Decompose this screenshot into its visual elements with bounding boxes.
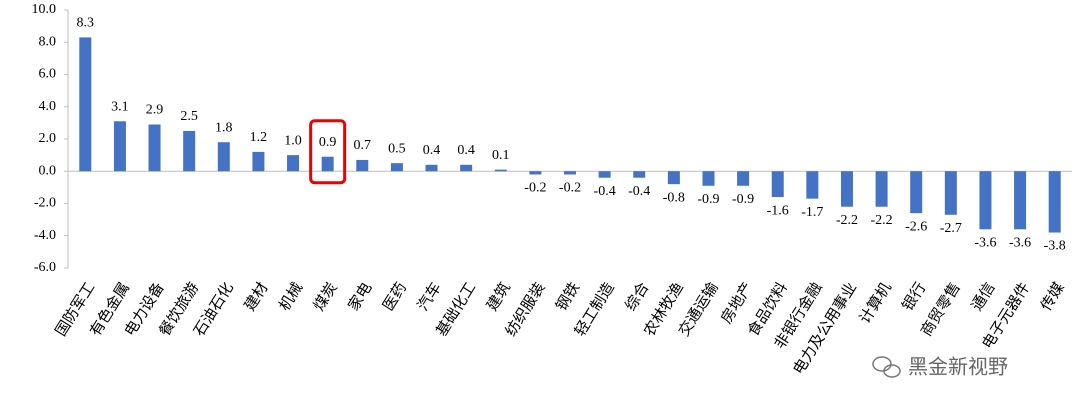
bar (390, 163, 403, 172)
value-label: -3.6 (1009, 236, 1031, 251)
bar (806, 171, 819, 199)
value-label: 1.2 (250, 130, 268, 145)
bar (494, 169, 507, 172)
watermark-icon (872, 356, 901, 378)
y-tick-label: 10.0 (32, 2, 57, 17)
value-label: -1.7 (801, 205, 823, 220)
y-tick-label: -4.0 (34, 228, 56, 243)
value-label: -0.4 (594, 184, 616, 199)
x-tick-label: 家电 (344, 279, 375, 314)
value-label: 1.0 (284, 133, 302, 148)
value-label: 3.1 (111, 99, 129, 114)
bar (356, 159, 369, 172)
bar (183, 130, 196, 172)
value-label: -0.4 (628, 184, 650, 199)
value-label: 8.3 (77, 16, 95, 31)
value-label: 0.5 (388, 141, 406, 156)
x-tick-label: 汽车 (414, 279, 445, 314)
y-tick-label: 8.0 (39, 34, 57, 49)
value-label: -1.6 (767, 203, 789, 218)
value-label: 0.4 (457, 143, 475, 158)
bar (252, 151, 265, 172)
bar (321, 156, 334, 172)
bar (667, 171, 680, 185)
value-label: -2.7 (940, 221, 962, 236)
watermark: 黑金新视野 (908, 355, 1008, 379)
value-label: -3.8 (1044, 239, 1066, 254)
value-label: -0.2 (559, 181, 581, 196)
y-tick-label: 4.0 (39, 99, 57, 114)
value-label: -0.9 (732, 192, 754, 207)
value-label: 0.4 (423, 143, 441, 158)
value-label: -2.2 (871, 213, 893, 228)
value-label: -2.6 (905, 219, 927, 234)
value-label: 0.1 (492, 148, 510, 163)
bar (1014, 171, 1027, 230)
bar (287, 155, 300, 172)
bar (148, 124, 161, 172)
bar (460, 164, 473, 172)
x-tick-label: 煤炭 (310, 279, 341, 314)
x-tick-label: 建材 (240, 279, 271, 314)
bar (1048, 171, 1061, 233)
x-tick-label: 医药 (379, 279, 410, 314)
bar (910, 171, 923, 214)
value-label: 0.9 (319, 135, 337, 150)
x-tick-label: 银行 (898, 279, 929, 314)
value-label: 2.5 (180, 109, 198, 124)
bar (944, 171, 957, 215)
y-tick-label: 0.0 (39, 163, 57, 178)
bar (979, 171, 992, 230)
x-tick-label: 综合 (621, 279, 652, 314)
bar (598, 171, 611, 178)
x-tick-label: 机械 (275, 279, 306, 314)
bar (217, 142, 230, 172)
x-tick-label: 通信 (967, 279, 998, 314)
y-tick-label: 2.0 (39, 131, 57, 146)
bar (529, 171, 542, 175)
value-label: -0.8 (663, 190, 685, 205)
value-label: -3.6 (974, 236, 996, 251)
x-tick-label: 钢铁 (552, 279, 583, 314)
value-label: 1.8 (215, 120, 233, 135)
bar (737, 171, 750, 186)
x-tick-label: 计算机 (856, 279, 895, 327)
value-label: 2.9 (146, 103, 164, 118)
x-tick-label: 传媒 (1037, 279, 1068, 314)
highlight-box (309, 119, 347, 185)
bar (113, 121, 126, 172)
bar (771, 171, 784, 198)
bar (425, 164, 438, 172)
value-label: -0.9 (697, 192, 719, 207)
y-tick-label: 6.0 (39, 67, 57, 82)
bar (564, 171, 576, 175)
bar (875, 171, 888, 207)
bar (702, 171, 715, 186)
value-label: -0.2 (524, 181, 546, 196)
y-tick-label: -6.0 (34, 260, 56, 275)
value-label: -2.2 (836, 213, 858, 228)
bar (79, 37, 92, 172)
bar (633, 171, 646, 178)
value-label: 0.7 (354, 138, 372, 153)
x-tick-label: 建筑 (483, 279, 514, 314)
bar (840, 171, 853, 207)
y-tick-label: -2.0 (34, 196, 56, 211)
